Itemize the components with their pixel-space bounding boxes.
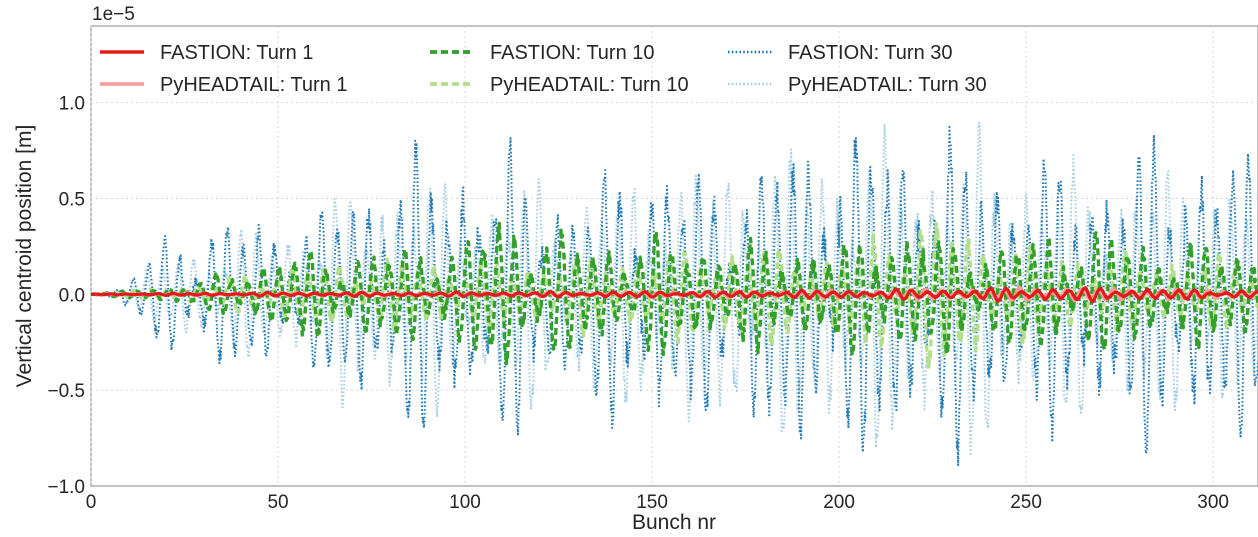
legend-label: FASTION: Turn 1 [160, 42, 313, 64]
x-tick-label: 200 [823, 492, 855, 513]
series-line [91, 221, 1258, 372]
x-tick-label: 150 [636, 492, 668, 513]
legend: FASTION: Turn 1 PyHEADTAIL: Turn 1 FASTION… [100, 42, 987, 96]
y-axis-ticks: −1.0 −0.5 0.0 0.5 1.0 [47, 94, 85, 498]
series-group [91, 121, 1258, 467]
x-tick-label: 50 [267, 492, 288, 513]
legend-label: PyHEADTAIL: Turn 30 [788, 74, 987, 96]
y-tick-label: −0.5 [47, 381, 85, 402]
legend-label: PyHEADTAIL: Turn 10 [490, 74, 689, 96]
y-scale-label: 1e−5 [92, 4, 135, 25]
series-line [91, 286, 1258, 303]
x-tick-label: 300 [1197, 492, 1229, 513]
y-tick-label: 0.0 [59, 285, 85, 306]
x-axis-ticks: 0 50 100 150 200 250 300 [86, 492, 1229, 513]
legend-label: FASTION: Turn 30 [788, 42, 953, 64]
y-tick-label: 0.5 [59, 190, 85, 211]
x-tick-label: 0 [86, 492, 97, 513]
series-line [91, 121, 1258, 455]
legend-label: FASTION: Turn 10 [490, 42, 655, 64]
plot-area [90, 25, 1258, 487]
y-axis-label: Vertical centroid position [m] [13, 125, 36, 388]
legend-label: PyHEADTAIL: Turn 1 [160, 74, 347, 96]
y-tick-label: 1.0 [59, 94, 85, 115]
y-tick-label: −1.0 [47, 477, 85, 498]
x-axis-label: Bunch nr [632, 511, 716, 534]
x-tick-label: 100 [449, 492, 481, 513]
x-tick-label: 250 [1010, 492, 1042, 513]
series-line [91, 221, 1258, 366]
